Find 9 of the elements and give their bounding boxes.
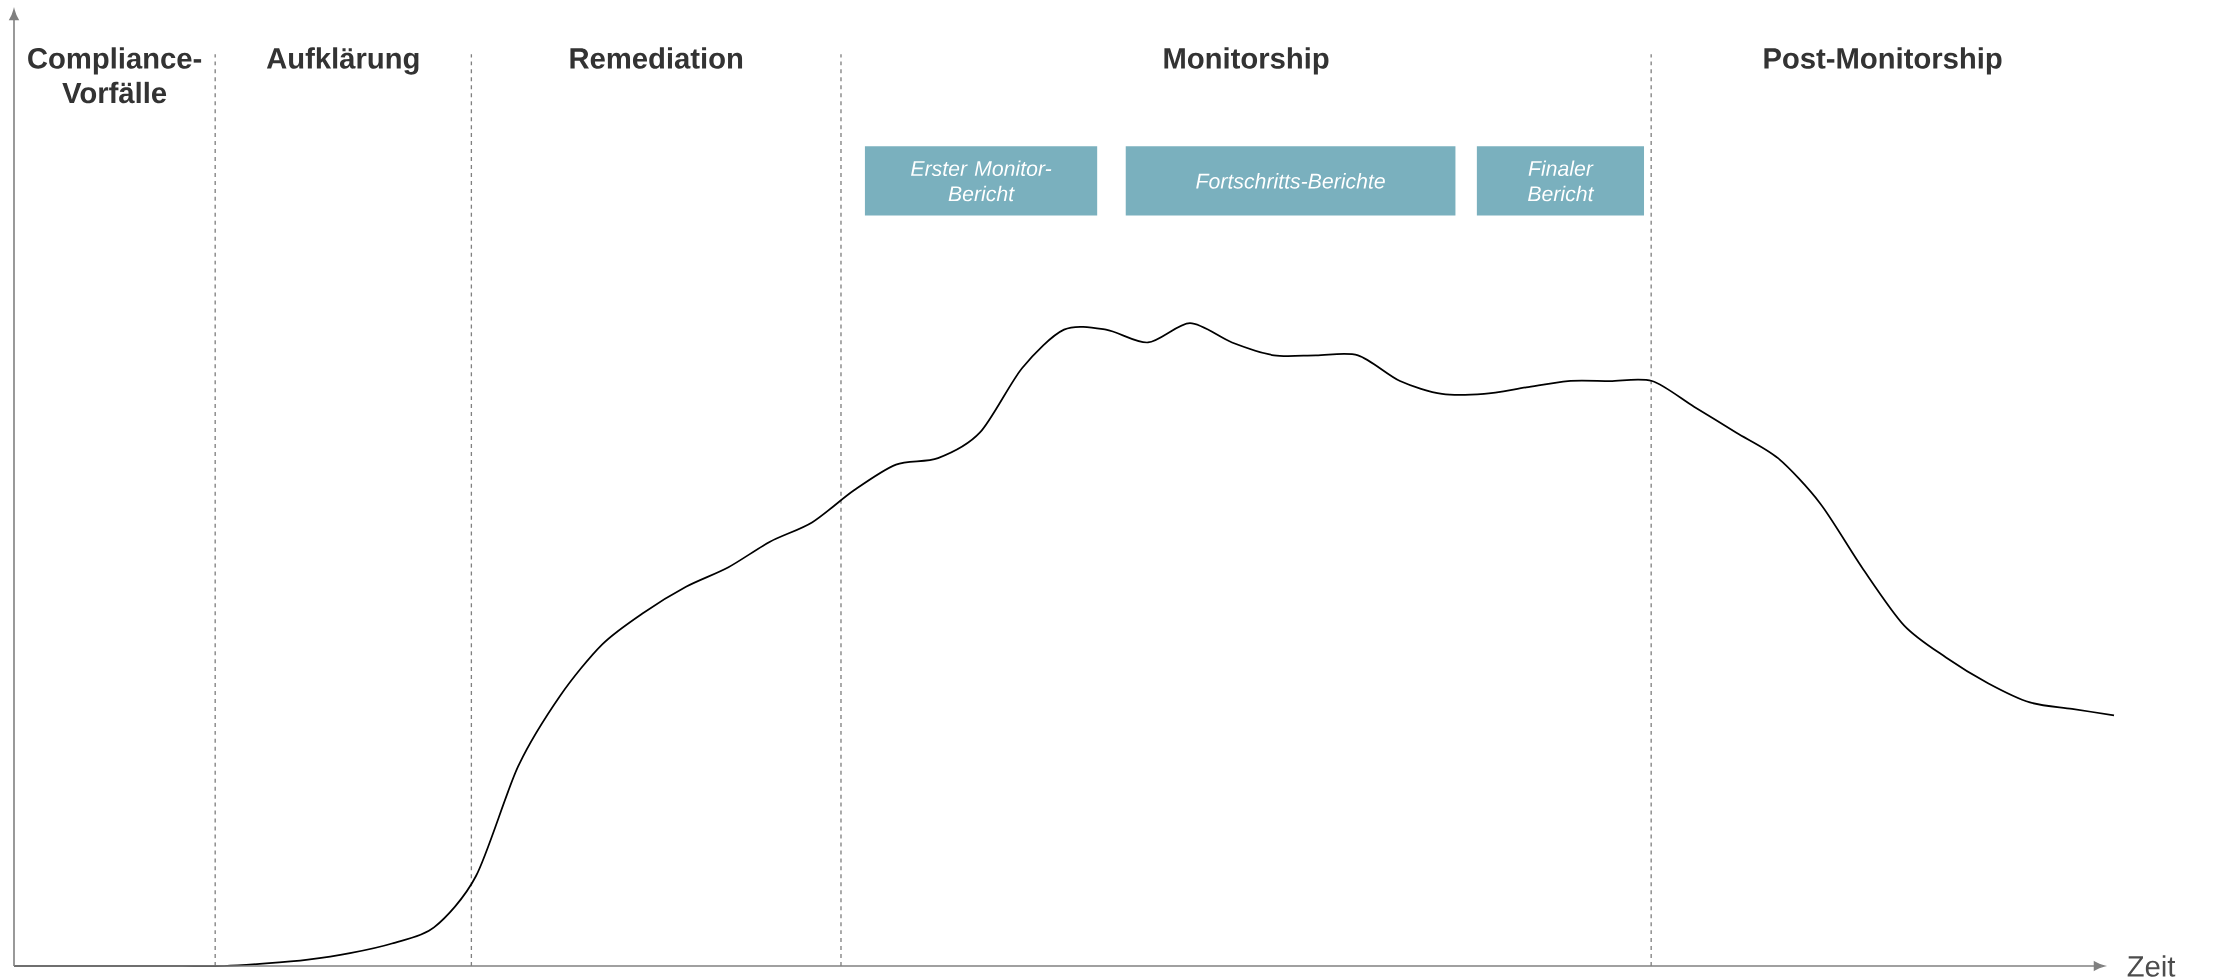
text: Post-Monitorship [1764, 47, 2002, 75]
text: Fortschritts-Berichte [1196, 173, 1385, 189]
text: Compliance-Vorfälle [28, 47, 202, 104]
text: Erster Monitor-Bericht [911, 160, 1052, 202]
x-axis-title: Zeit [2127, 955, 2176, 977]
text: Remediation [570, 47, 743, 69]
text: Monitorship [1164, 47, 1329, 75]
text: Finaler Bericht [1528, 160, 1595, 202]
text: Aufklärung [266, 47, 419, 75]
